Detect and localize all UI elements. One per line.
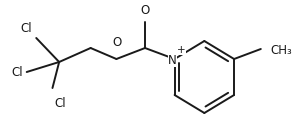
Text: N: N xyxy=(168,53,177,67)
Text: +: + xyxy=(177,45,186,55)
Text: O: O xyxy=(113,36,122,49)
Text: O: O xyxy=(141,4,150,17)
Text: Cl: Cl xyxy=(11,67,23,79)
Text: Cl: Cl xyxy=(54,97,66,110)
Text: Cl: Cl xyxy=(21,22,32,35)
Text: CH₃: CH₃ xyxy=(270,44,292,56)
